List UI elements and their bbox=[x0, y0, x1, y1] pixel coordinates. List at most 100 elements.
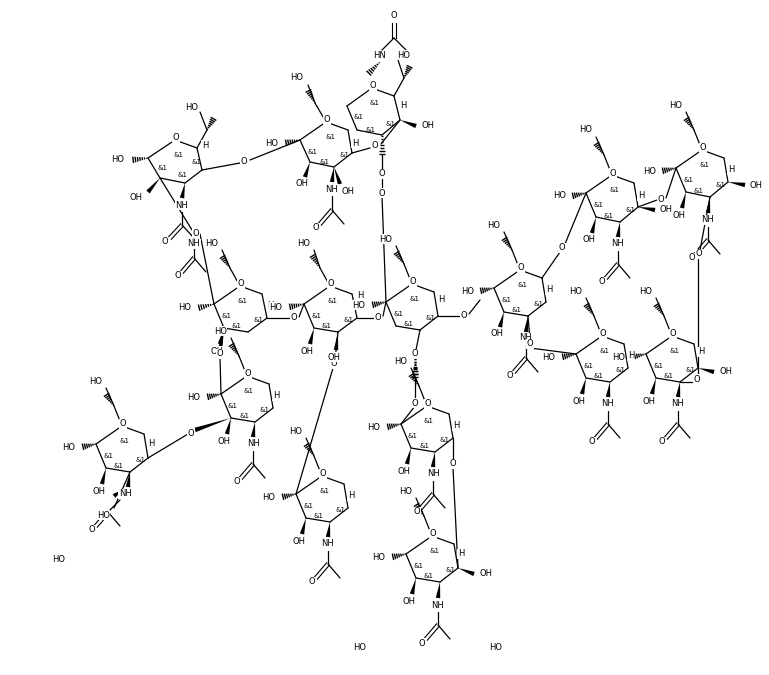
Polygon shape bbox=[580, 378, 586, 395]
Polygon shape bbox=[334, 167, 342, 185]
Text: &1: &1 bbox=[385, 121, 395, 127]
Text: OH: OH bbox=[572, 396, 585, 406]
Text: &1: &1 bbox=[609, 187, 619, 193]
Text: HO: HO bbox=[297, 238, 310, 248]
Text: &1: &1 bbox=[424, 418, 434, 424]
Text: H: H bbox=[357, 292, 363, 300]
Text: O: O bbox=[238, 279, 245, 288]
Text: &1: &1 bbox=[699, 162, 709, 168]
Text: &1: &1 bbox=[425, 315, 435, 321]
Polygon shape bbox=[498, 312, 504, 327]
Text: NH: NH bbox=[247, 439, 259, 448]
Text: NH: NH bbox=[321, 539, 335, 549]
Text: O: O bbox=[659, 437, 665, 446]
Text: &1: &1 bbox=[533, 301, 543, 307]
Text: HO: HO bbox=[205, 238, 218, 248]
Text: HO: HO bbox=[265, 138, 278, 148]
Text: O: O bbox=[507, 371, 514, 381]
Polygon shape bbox=[225, 418, 231, 435]
Polygon shape bbox=[218, 328, 224, 344]
Text: &1: &1 bbox=[393, 311, 403, 317]
Text: HO: HO bbox=[185, 103, 198, 111]
Text: O: O bbox=[411, 350, 418, 358]
Text: &1: &1 bbox=[404, 321, 414, 327]
Text: &1: &1 bbox=[685, 367, 695, 373]
Text: &1: &1 bbox=[429, 548, 439, 554]
Text: HO: HO bbox=[352, 300, 365, 310]
Text: &1: &1 bbox=[135, 457, 145, 463]
Text: &1: &1 bbox=[715, 182, 725, 188]
Text: &1: &1 bbox=[599, 348, 609, 354]
Text: O: O bbox=[414, 508, 421, 516]
Text: &1: &1 bbox=[615, 367, 625, 373]
Text: OH: OH bbox=[582, 236, 595, 244]
Text: OH: OH bbox=[342, 186, 355, 196]
Text: OH: OH bbox=[398, 466, 411, 475]
Polygon shape bbox=[126, 472, 130, 487]
Polygon shape bbox=[100, 468, 106, 485]
Text: H: H bbox=[628, 352, 634, 360]
Text: OH: OH bbox=[92, 487, 105, 495]
Text: &1: &1 bbox=[191, 159, 201, 165]
Text: OH: OH bbox=[660, 205, 673, 215]
Text: HO: HO bbox=[262, 493, 275, 502]
Polygon shape bbox=[431, 452, 435, 467]
Text: HO: HO bbox=[669, 101, 682, 109]
Text: HO: HO bbox=[379, 234, 392, 244]
Text: &1: &1 bbox=[228, 403, 238, 409]
Text: NH: NH bbox=[611, 240, 624, 248]
Text: H: H bbox=[348, 491, 355, 500]
Text: NH: NH bbox=[601, 400, 614, 408]
Text: &1: &1 bbox=[260, 407, 270, 413]
Text: O: O bbox=[450, 460, 456, 468]
Text: NH: NH bbox=[325, 184, 338, 194]
Text: HO: HO bbox=[269, 302, 282, 311]
Text: O: O bbox=[161, 238, 168, 246]
Text: HO: HO bbox=[354, 643, 367, 653]
Text: HO: HO bbox=[89, 377, 102, 385]
Text: &1: &1 bbox=[303, 503, 313, 509]
Text: &1: &1 bbox=[409, 296, 419, 302]
Polygon shape bbox=[436, 582, 440, 598]
Text: &1: &1 bbox=[325, 134, 335, 140]
Text: O: O bbox=[610, 169, 616, 178]
Polygon shape bbox=[326, 522, 330, 537]
Polygon shape bbox=[251, 422, 255, 437]
Polygon shape bbox=[698, 368, 714, 374]
Text: &1: &1 bbox=[625, 207, 635, 213]
Text: H: H bbox=[458, 549, 464, 558]
Text: HO: HO bbox=[289, 427, 302, 435]
Polygon shape bbox=[404, 448, 411, 464]
Text: &1: &1 bbox=[343, 317, 353, 323]
Text: H: H bbox=[273, 392, 279, 400]
Text: O: O bbox=[378, 169, 385, 178]
Text: O: O bbox=[188, 429, 195, 437]
Text: O: O bbox=[518, 263, 524, 273]
Text: O: O bbox=[328, 279, 335, 288]
Polygon shape bbox=[638, 207, 655, 212]
Text: &1: &1 bbox=[440, 437, 450, 443]
Text: &1: &1 bbox=[221, 313, 231, 319]
Text: HO: HO bbox=[397, 51, 410, 59]
Text: &1: &1 bbox=[244, 388, 254, 394]
Text: HO: HO bbox=[178, 304, 191, 313]
Text: H: H bbox=[201, 140, 208, 149]
Text: NH: NH bbox=[427, 470, 439, 479]
Text: H: H bbox=[267, 302, 273, 311]
Text: O: O bbox=[600, 329, 606, 338]
Text: OH: OH bbox=[292, 537, 305, 545]
Polygon shape bbox=[180, 183, 185, 198]
Text: H: H bbox=[638, 192, 644, 200]
Text: OH: OH bbox=[673, 211, 685, 219]
Polygon shape bbox=[146, 178, 160, 194]
Text: H: H bbox=[697, 348, 704, 356]
Text: H: H bbox=[400, 103, 406, 113]
Text: O: O bbox=[461, 310, 468, 319]
Text: &1: &1 bbox=[178, 172, 188, 178]
Text: &1: &1 bbox=[369, 100, 379, 106]
Text: &1: &1 bbox=[501, 297, 511, 303]
Text: O: O bbox=[371, 142, 378, 151]
Text: OH: OH bbox=[211, 346, 224, 356]
Text: &1: &1 bbox=[653, 363, 663, 369]
Text: &1: &1 bbox=[664, 373, 674, 379]
